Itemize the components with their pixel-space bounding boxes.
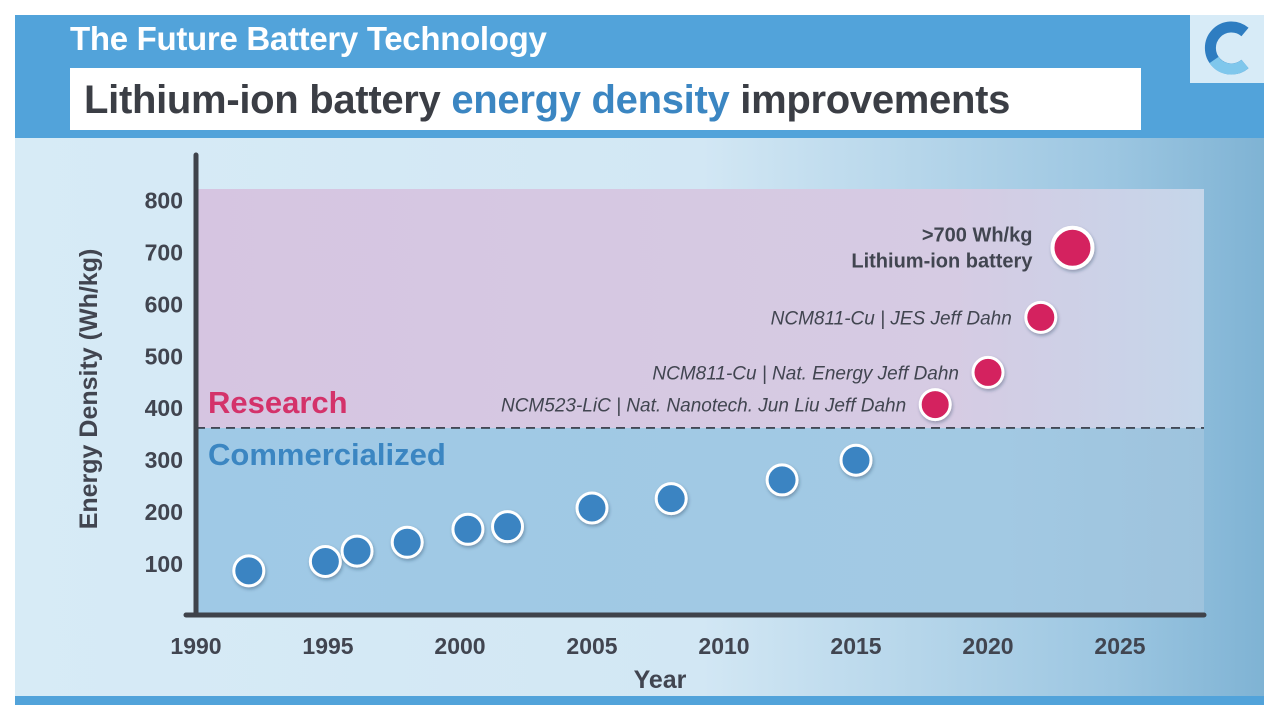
y-tick-label: 800 <box>145 187 183 213</box>
commercialized-region-label: Commercialized <box>208 437 446 472</box>
point-annotation: NCM523-LiC | Nat. Nanotech. Jun Liu Jeff… <box>501 396 906 417</box>
c-logo-icon <box>1204 21 1249 75</box>
point-annotation-line2: Lithium-ion battery <box>851 251 1033 273</box>
research-point <box>1024 300 1058 334</box>
logo <box>1190 15 1264 83</box>
point-annotation: NCM811-Cu | JES Jeff Dahn <box>771 308 1012 329</box>
y-tick-label: 300 <box>145 447 183 473</box>
x-axis-label: Year <box>634 666 687 694</box>
subtitle-pre: Lithium-ion battery <box>84 78 452 122</box>
commercial-point <box>654 482 688 516</box>
commercial-point <box>491 510 525 544</box>
page-title: The Future Battery Technology <box>70 20 547 57</box>
research-region-label: Research <box>208 385 348 420</box>
point-annotation: NCM811-Cu | Nat. Energy Jeff Dahn <box>652 363 959 384</box>
commercial-point <box>451 512 485 546</box>
x-tick-label: 2025 <box>1094 633 1145 659</box>
x-tick-label: 1995 <box>302 633 353 659</box>
annotations: NCM523-LiC | Nat. Nanotech. Jun Liu Jeff… <box>501 225 1033 417</box>
x-tick-labels: 1990 1995 2000 2005 2010 2015 2020 2025 <box>170 633 1145 659</box>
subtitle-box: Lithium-ion battery energy density impro… <box>70 68 1141 130</box>
y-tick-label: 400 <box>145 395 183 421</box>
y-tick-labels: 100 200 300 400 500 600 700 800 <box>145 187 183 577</box>
commercial-point <box>308 544 342 578</box>
subtitle: Lithium-ion battery energy density impro… <box>84 78 1010 123</box>
commercial-point <box>575 491 609 525</box>
research-point <box>1050 225 1095 270</box>
subtitle-highlight: energy density <box>451 78 730 122</box>
y-tick-label: 100 <box>145 551 183 577</box>
y-axis-label: Energy Density (Wh/kg) <box>75 249 103 530</box>
commercial-point <box>765 463 799 497</box>
commercial-point <box>340 534 374 568</box>
x-tick-label: 2000 <box>434 633 485 659</box>
commercial-point <box>839 443 873 477</box>
data-points <box>232 225 1095 588</box>
x-tick-label: 2005 <box>566 633 617 659</box>
x-tick-label: 1990 <box>170 633 221 659</box>
x-tick-label: 2020 <box>962 633 1013 659</box>
y-tick-label: 600 <box>145 291 183 317</box>
y-tick-label: 700 <box>145 239 183 265</box>
commercialized-region <box>196 427 1204 615</box>
y-tick-label: 500 <box>145 343 183 369</box>
research-point <box>971 355 1005 389</box>
point-annotation-line1: >700 Wh/kg <box>922 225 1033 247</box>
x-tick-label: 2010 <box>698 633 749 659</box>
x-tick-label: 2015 <box>830 633 881 659</box>
commercial-point <box>232 554 266 588</box>
subtitle-post: improvements <box>729 78 1011 122</box>
y-tick-label: 200 <box>145 499 183 525</box>
research-point <box>918 388 952 422</box>
commercial-point <box>390 525 424 559</box>
